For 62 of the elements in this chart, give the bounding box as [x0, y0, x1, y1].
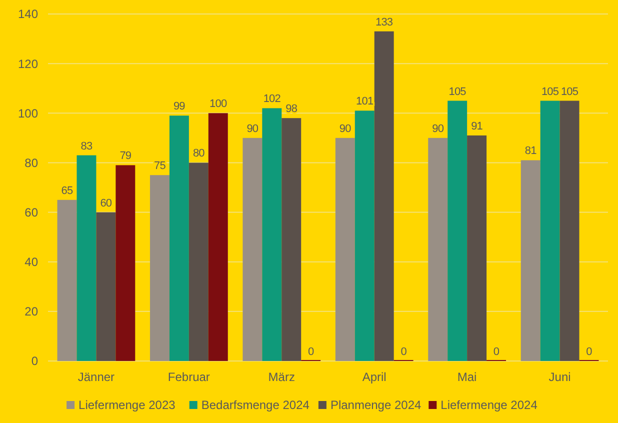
data-label: 105 [560, 86, 578, 98]
bar [448, 100, 468, 361]
data-label: 133 [376, 16, 393, 28]
bar [540, 100, 560, 361]
y-tick-label: 60 [24, 205, 38, 220]
y-tick-label: 120 [18, 56, 38, 71]
data-label: 60 [100, 197, 112, 210]
data-label: 99 [173, 100, 186, 113]
legend-label: Planmenge 2024 [330, 398, 422, 412]
data-label: 100 [210, 98, 227, 110]
data-label: 90 [432, 122, 444, 135]
data-label: 90 [246, 122, 258, 135]
data-label: 0 [400, 346, 407, 358]
bar [282, 118, 302, 361]
y-tick-label: 140 [18, 7, 38, 22]
legend-label: Liefermenge 2024 [440, 398, 538, 412]
bar [208, 113, 228, 361]
x-tick-label: Juni [548, 370, 571, 384]
bar [76, 155, 96, 361]
y-tick-label: 0 [31, 354, 38, 368]
data-label: 81 [524, 145, 537, 158]
bar [96, 212, 116, 361]
bar [374, 31, 394, 361]
bar [188, 162, 208, 361]
bar [428, 138, 448, 361]
data-label: 105 [448, 86, 466, 98]
data-label: 101 [356, 96, 374, 108]
bar [520, 160, 540, 361]
bar [57, 200, 77, 361]
x-tick-label: Mai [457, 370, 477, 384]
bar [169, 116, 189, 361]
y-tick-label: 20 [24, 304, 38, 319]
bar [560, 100, 580, 361]
x-tick-label: Jänner [78, 370, 115, 384]
data-label: 79 [120, 150, 132, 162]
data-label: 0 [586, 346, 592, 358]
data-label: 90 [339, 122, 352, 135]
bar [116, 165, 136, 361]
bar [150, 175, 170, 361]
data-label: 0 [493, 346, 500, 358]
bar [262, 108, 282, 361]
bar [335, 138, 355, 361]
x-tick-label: Februar [168, 370, 210, 384]
data-label: 65 [61, 184, 74, 197]
data-label: 102 [263, 93, 281, 106]
x-tick-label: April [362, 370, 386, 384]
data-label: 80 [192, 148, 205, 160]
bar [242, 138, 262, 361]
y-tick-label: 80 [24, 156, 38, 170]
y-tick-label: 100 [18, 106, 38, 120]
data-label: 91 [471, 120, 483, 132]
x-tick-label: März [268, 370, 295, 384]
data-label: 0 [308, 346, 314, 358]
data-label: 83 [80, 140, 92, 152]
bar [354, 110, 374, 361]
data-label: 105 [541, 86, 559, 98]
y-tick-label: 40 [24, 255, 38, 270]
data-label: 75 [154, 160, 166, 172]
legend-label: Bedarfsmenge 2024 [201, 398, 310, 412]
legend-label: Liefermenge 2023 [78, 398, 176, 412]
data-label: 98 [286, 103, 298, 116]
bar [467, 135, 487, 361]
